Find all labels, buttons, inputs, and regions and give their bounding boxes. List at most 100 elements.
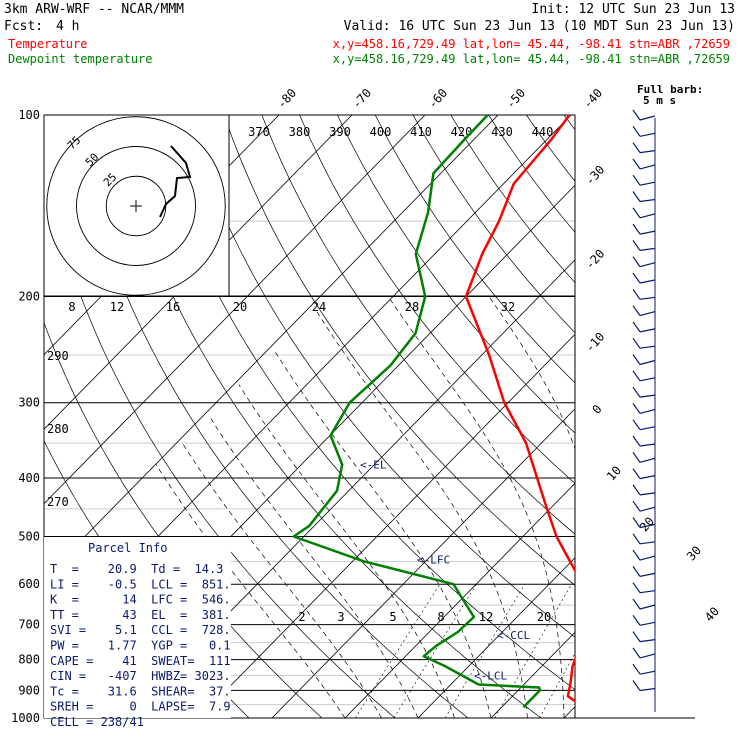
wind-barb [632,435,656,447]
dry-adiabat [44,165,396,718]
isotherm-label: -70 [349,86,374,111]
level-marker: <-CCL [497,629,530,642]
wind-barb [632,680,656,692]
wind-barb [632,582,656,594]
parcel-row: SREH = 0 LAPSE= 7.9 [50,700,231,714]
wind-barb [632,614,656,626]
wind-barb [632,663,656,675]
pressure-label: 300 [18,396,40,410]
wind-barb [632,272,656,284]
wind-barb [632,370,656,382]
hodo-speed-label: 28 [405,300,419,314]
parcel-row: PW = 1.77 YGP = 0.1 [50,639,231,653]
dry-adiabat [299,115,575,484]
parcel-row: LI = -0.5 LCL = 851. [50,577,231,591]
moist-adiabat [273,349,492,718]
mixing-ratio-label: 5 [389,610,396,624]
theta-label: 420 [451,125,473,139]
wind-barb [632,484,656,496]
isotherm-label: -80 [274,86,299,111]
wind-barb [632,533,656,545]
wind-barb [632,419,656,431]
parcel-row: TT = 43 EL = 381. [50,608,231,622]
moist-adiabat [605,297,653,719]
pressure-label: 200 [18,290,40,304]
isotherm-label: -10 [583,330,608,355]
mixing-ratio-label: 20 [537,610,551,624]
isotherm-line [271,408,575,718]
isotherm-line [637,115,740,718]
parcel-panel [44,537,231,718]
wind-barb [632,321,656,333]
wind-barb [632,256,656,268]
full-barb-units: 5 m s [643,94,676,107]
pressure-label: 600 [18,577,40,591]
level-marker: <-LFC [417,554,450,567]
wind-barb [632,549,656,561]
hodograph-trace [159,145,192,218]
wind-barb [632,288,656,300]
wind-barb [632,240,656,251]
hodo-speed-label: 16 [166,300,180,314]
dewpoint-legend: Dewpoint temperature [8,52,153,66]
valid-time: Valid: 16 UTC Sun 23 Jun 13 (10 MDT Sun … [344,19,735,34]
dry-adiabat [374,115,575,384]
pressure-label: 700 [18,618,40,632]
pressure-label: 1000 [11,711,40,725]
pressure-label: 400 [18,471,40,485]
wind-barb [632,517,656,529]
isotherm-label: -60 [425,86,450,111]
isotherm-label: 10 [604,463,624,483]
mixing-ratio-line [393,584,477,718]
wind-barb [632,451,656,463]
parcel-row: T = 20.9 Td = 14.3 [50,562,223,576]
dewpoint-location: x,y=458.16,729.49 lat,lon= 45.44, -98.41… [333,52,730,66]
pressure-label: 100 [18,108,40,122]
parcel-row: Tc = 31.6 SHEAR= 37. [50,684,231,698]
wind-barb [632,598,656,610]
theta-label: 410 [410,125,432,139]
theta-label: 290 [47,349,69,363]
wind-barb [632,468,656,480]
isotherm-line [344,482,575,718]
wind-barb [632,647,656,659]
parcel-row: K = 14 LFC = 546. [50,593,231,607]
isotherm-label: -40 [580,86,605,111]
hodo-speed-label: 8 [68,300,75,314]
mixing-ratio-label: 3 [337,610,344,624]
temperature-location: x,y=458.16,729.49 lat,lon= 45.44, -98.41… [333,37,730,51]
mixing-ratio-line [494,584,572,718]
level-marker: <-LCL [474,670,507,683]
mixing-ratio-label: 8 [437,610,444,624]
moist-adiabat [208,415,419,718]
mixing-ratio-line [444,584,526,718]
wind-barb [632,305,656,317]
isotherm-label: -30 [583,163,608,188]
dry-adiabat [148,115,575,691]
dry-adiabat [72,115,469,718]
isotherm-label: 30 [684,543,704,563]
theta-label: 280 [47,422,69,436]
wind-barb [632,386,656,398]
wind-barb [632,354,656,366]
dry-adiabat [602,115,740,718]
wind-barb [632,500,656,512]
mixing-ratio-label: 2 [298,610,305,624]
wind-barb [632,566,656,577]
dry-adiabat [185,115,575,638]
dry-adiabat [337,115,575,434]
hodo-speed-label: 20 [233,300,247,314]
dry-adiabat [526,115,575,182]
wind-barb [632,403,656,414]
init-time: Init: 12 UTC Sun 23 Jun 13 [532,2,736,17]
dewpoint-profile [292,115,542,709]
dry-adiabat [223,115,575,586]
theta-label: 390 [329,125,351,139]
moist-adiabat [315,309,528,718]
dry-adiabat [715,115,740,718]
isotherm-line [44,115,426,505]
parcel-row: CELL = 238/41 [50,715,144,729]
temperature-legend: Temperature [8,37,87,51]
parcel-row: CIN = -407 HWBZ= 3023. [50,669,231,683]
